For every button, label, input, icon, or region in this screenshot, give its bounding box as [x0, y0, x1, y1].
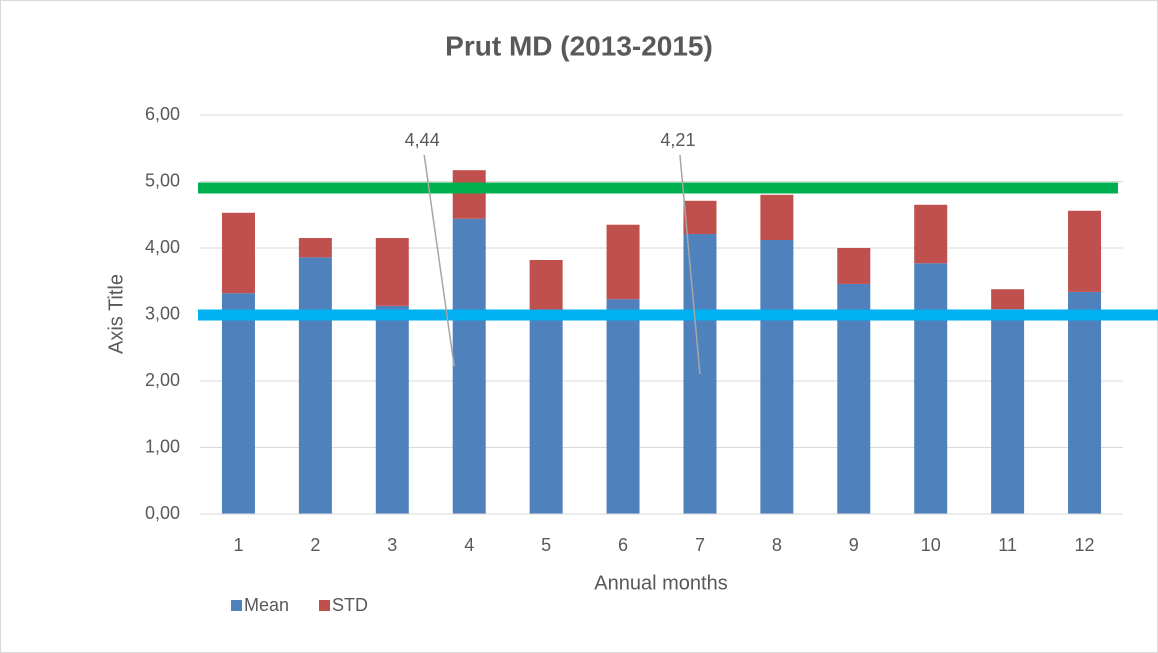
y-axis-title: Axis Title — [105, 274, 127, 354]
leader-line — [679, 154, 701, 375]
bar-segment — [683, 200, 717, 235]
bar-segment — [760, 240, 794, 514]
chart-title: Prut MD (2013-2015) — [445, 30, 713, 61]
bar-segment — [1068, 291, 1102, 514]
bar-segment — [529, 319, 563, 514]
x-tick-label: 6 — [618, 535, 628, 555]
bar-segment — [991, 309, 1025, 514]
bar-segment — [298, 257, 332, 514]
legend-swatch — [231, 600, 242, 611]
y-tick-label: 4,00 — [145, 237, 180, 257]
legend-label: STD — [332, 595, 368, 615]
y-tick-label: 0,00 — [145, 503, 180, 523]
labels: 4,44 4,21 Mean STD — [231, 130, 701, 615]
overlay — [198, 182, 1158, 321]
x-tick-label: 3 — [387, 535, 397, 555]
bar-segment — [298, 238, 332, 258]
bar-segment — [1068, 210, 1102, 292]
bar-segment — [837, 248, 871, 284]
x-tick-label: 10 — [921, 535, 941, 555]
y-tick-label: 5,00 — [145, 170, 180, 190]
legend-label: Mean — [244, 595, 289, 615]
x-tick-label: 9 — [849, 535, 859, 555]
bar-segment — [914, 204, 948, 264]
bar-segment — [375, 238, 409, 306]
leader-line — [423, 154, 455, 367]
bar-segment — [760, 194, 794, 241]
x-tick-label: 1 — [233, 535, 243, 555]
bar-segment — [221, 293, 255, 514]
x-tick-label: 12 — [1075, 535, 1095, 555]
bar-segment — [991, 289, 1025, 310]
x-tick-label: 2 — [310, 535, 320, 555]
y-tick-label: 1,00 — [145, 436, 180, 456]
bar-segment — [452, 170, 486, 219]
x-tick-label: 7 — [695, 535, 705, 555]
x-tick-label: 11 — [998, 535, 1017, 555]
y-tick-label: 2,00 — [145, 370, 180, 390]
bar-segment — [683, 234, 717, 514]
bar-segment — [221, 212, 255, 294]
bar-segment — [837, 283, 871, 514]
data-label: 4,44 — [405, 130, 440, 150]
x-tick-label: 4 — [464, 535, 474, 555]
data-label: 4,21 — [660, 130, 695, 150]
bar-segment — [606, 224, 640, 300]
y-tick-label: 3,00 — [145, 303, 180, 323]
bar-segment — [452, 218, 486, 515]
x-axis-title: Annual months — [594, 572, 727, 594]
x-tick-label: 8 — [772, 535, 782, 555]
plot-area: 0,001,002,003,004,005,006,001 2 3 4 5 6 7 8 9 10 1… — [145, 104, 1123, 555]
bar-segment — [606, 299, 640, 514]
x-tick-label: 5 — [541, 535, 551, 555]
legend-swatch — [319, 600, 330, 611]
bar-segment — [914, 263, 948, 514]
bar-segment — [375, 305, 409, 514]
y-tick-label: 6,00 — [145, 104, 180, 124]
